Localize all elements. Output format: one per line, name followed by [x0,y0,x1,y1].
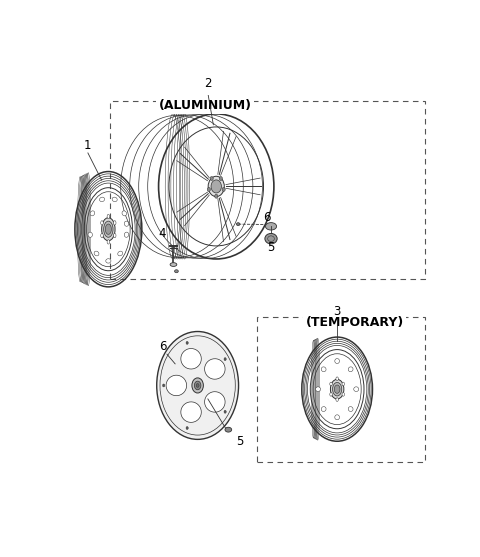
Ellipse shape [210,177,213,180]
Ellipse shape [225,427,232,432]
Ellipse shape [112,197,117,202]
Ellipse shape [186,427,188,429]
Ellipse shape [265,223,276,230]
Ellipse shape [222,188,225,192]
Ellipse shape [215,194,218,198]
Ellipse shape [163,384,165,387]
Ellipse shape [105,224,111,234]
Ellipse shape [88,232,93,237]
Ellipse shape [321,407,326,412]
Ellipse shape [348,367,353,372]
Ellipse shape [118,251,122,256]
Ellipse shape [342,382,345,386]
Text: 5: 5 [267,241,275,254]
Text: (TEMPORARY): (TEMPORARY) [305,316,404,329]
Text: 2: 2 [204,77,211,90]
Ellipse shape [348,407,353,412]
Text: 4: 4 [158,227,166,241]
Ellipse shape [156,331,239,439]
Ellipse shape [166,375,187,395]
Text: 6: 6 [264,211,271,224]
Ellipse shape [181,349,201,369]
Ellipse shape [237,223,240,226]
Ellipse shape [207,188,210,192]
Ellipse shape [124,232,129,237]
Text: 6: 6 [159,340,167,353]
Ellipse shape [186,341,188,344]
Ellipse shape [315,387,321,392]
Ellipse shape [94,251,99,256]
Text: 3: 3 [334,305,341,319]
Ellipse shape [122,211,127,216]
Ellipse shape [104,221,113,237]
Ellipse shape [194,381,201,390]
Ellipse shape [204,392,225,412]
Text: (ALUMINIUM): (ALUMINIUM) [158,99,252,112]
Ellipse shape [124,221,129,226]
Ellipse shape [336,398,338,402]
Ellipse shape [330,382,332,386]
Ellipse shape [219,177,222,180]
Ellipse shape [175,270,178,273]
Text: 1: 1 [84,139,92,152]
Ellipse shape [334,385,340,393]
Ellipse shape [181,402,201,422]
Text: 5: 5 [236,435,243,448]
Ellipse shape [106,259,111,263]
Ellipse shape [208,176,224,197]
Ellipse shape [336,377,338,380]
Ellipse shape [113,233,116,238]
Ellipse shape [335,359,339,364]
Ellipse shape [335,415,339,420]
Ellipse shape [330,393,332,396]
Ellipse shape [102,218,115,241]
Bar [257,316,424,462]
Ellipse shape [101,221,103,225]
Ellipse shape [99,197,105,202]
Ellipse shape [192,378,204,393]
Ellipse shape [342,393,345,396]
Ellipse shape [204,359,225,379]
Ellipse shape [224,411,226,413]
Ellipse shape [107,214,109,219]
Ellipse shape [330,379,344,399]
Ellipse shape [211,180,221,193]
Ellipse shape [265,233,277,244]
Ellipse shape [113,221,116,225]
Ellipse shape [196,384,199,387]
Ellipse shape [321,367,326,372]
Ellipse shape [90,211,95,216]
Ellipse shape [333,383,342,396]
Ellipse shape [224,358,226,360]
Ellipse shape [101,233,103,238]
Ellipse shape [107,240,109,244]
Ellipse shape [170,263,177,266]
Bar [110,101,424,280]
Ellipse shape [354,387,359,392]
